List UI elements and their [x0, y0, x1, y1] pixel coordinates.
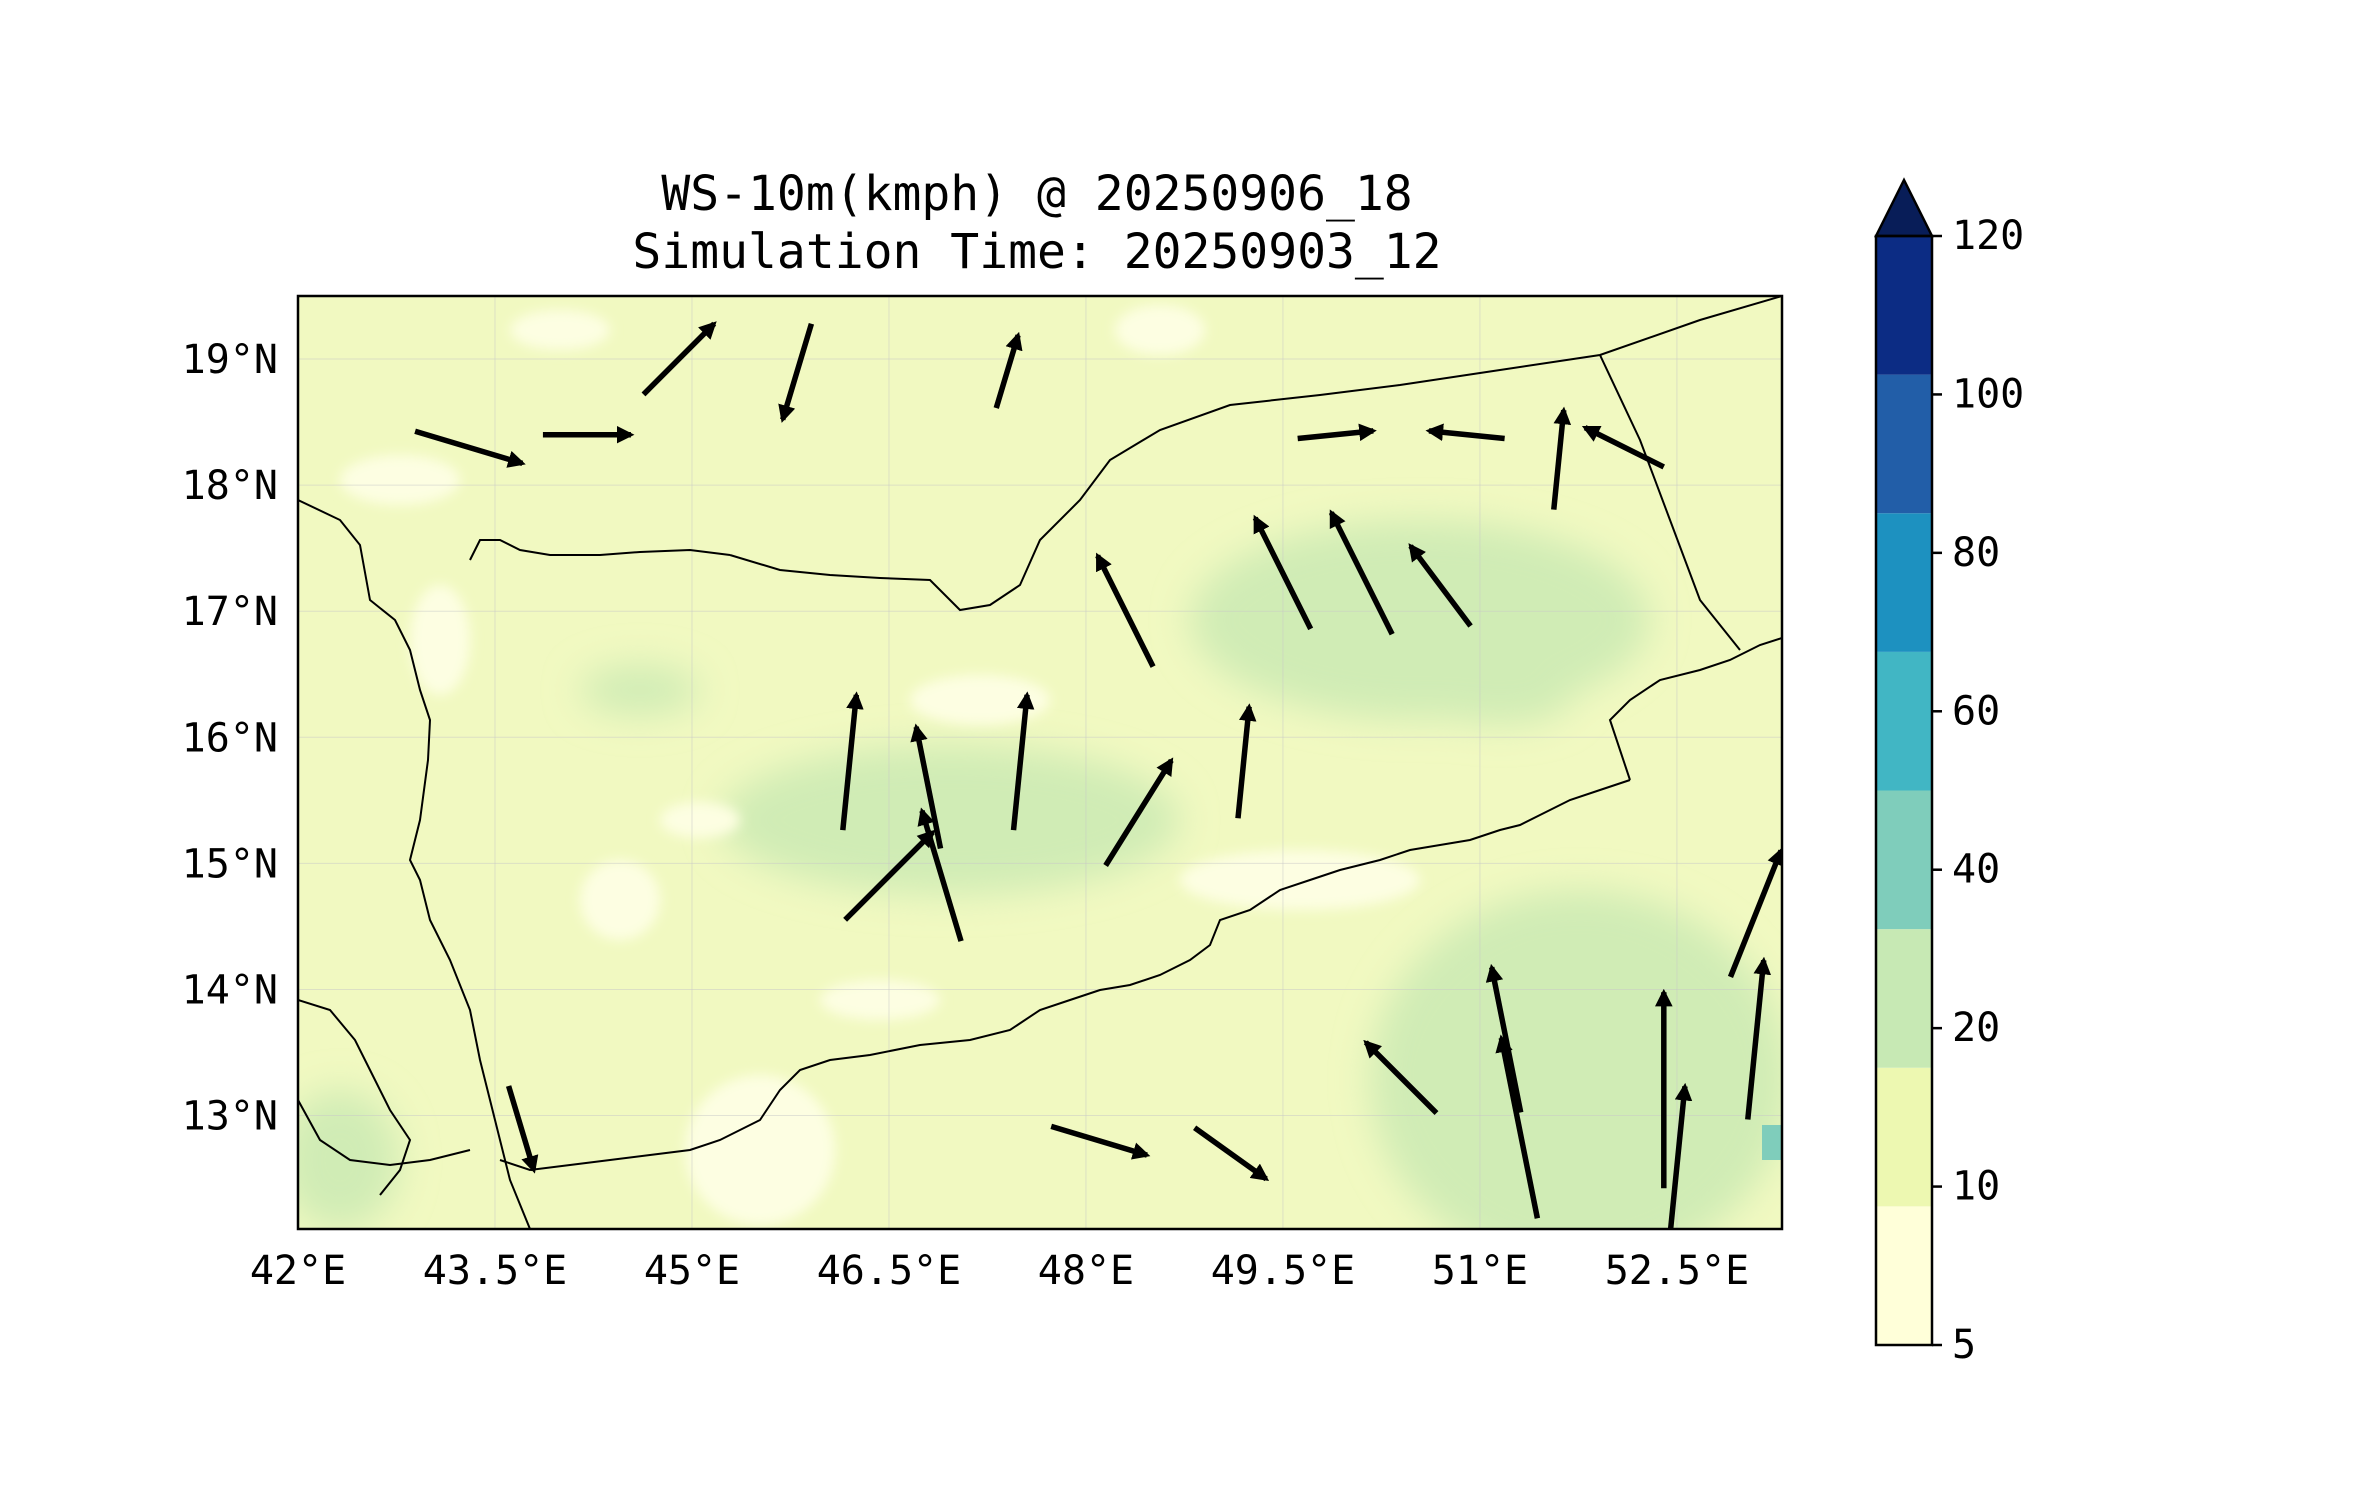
region-20-40-central	[720, 745, 1180, 895]
wind-vector	[1193, 1125, 1270, 1182]
wind-vector	[505, 1085, 539, 1174]
oman-yemen-border	[1599, 354, 1741, 651]
colorbar-tick-label: 40	[1952, 847, 2000, 893]
wind-vector	[993, 331, 1023, 409]
wind-vector	[1667, 1082, 1693, 1229]
colorbar-frame	[1874, 234, 1934, 1347]
wind-speed-5-10-regions	[340, 305, 1420, 1225]
red-sea-west-coast	[298, 499, 531, 1229]
region-5-10-central-1	[910, 675, 1050, 725]
region-20-40-east-plateau	[1190, 520, 1650, 720]
colorbar-tick-label: 20	[1952, 1005, 2000, 1051]
colorbar-tick-label: 100	[1952, 371, 2024, 417]
lon-tick-label: 51°E	[1432, 1248, 1528, 1294]
region-5-10-central-3	[820, 980, 940, 1020]
yemen-southwest-coast	[499, 779, 1631, 1172]
wind-vector	[1252, 514, 1314, 631]
map-title-line-1: WS-10m(kmph) @ 20250906_18	[661, 166, 1412, 222]
africa-border	[298, 1099, 471, 1167]
region-20-40-southeast	[1370, 890, 1782, 1229]
lon-tick-label: 48°E	[1038, 1248, 1134, 1294]
lat-tick-label: 16°N	[182, 715, 278, 761]
region-5-10-west-1	[410, 585, 470, 695]
lat-tick-label: 13°N	[182, 1094, 278, 1140]
wind-vector	[1581, 425, 1665, 470]
lon-tick-label: 42°E	[250, 1248, 346, 1294]
latitude-ticks: 19°N 18°N 17°N 16°N 15°N 14°N 13°N	[182, 337, 278, 1139]
wind-vector	[1010, 691, 1035, 831]
wind-vector	[1050, 1123, 1151, 1160]
longitude-ticks: 42°E 43.5°E 45°E 46.5°E 48°E 49.5°E 51°E 52.5°E	[250, 1248, 1749, 1294]
colorbar-segment	[1876, 929, 1932, 1068]
colorbar-segment	[1876, 513, 1932, 652]
lat-tick-label: 18°N	[182, 463, 278, 509]
colorbar-segment	[1876, 651, 1932, 791]
wind-vector	[1095, 552, 1156, 668]
colorbar-segment	[1876, 374, 1932, 514]
region-5-10-west-2	[340, 455, 460, 505]
wind-vector	[1727, 847, 1782, 978]
coastlines-and-borders	[298, 296, 1782, 1229]
wind-vector	[1408, 543, 1473, 628]
colorbar: 5 10 20 40 60 80 100 120	[1873, 177, 2024, 1368]
colorbar-tick-label: 5	[1952, 1322, 1976, 1368]
lon-tick-label: 43.5°E	[423, 1248, 568, 1294]
region-5-10-central-2	[580, 860, 660, 940]
lat-tick-label: 14°N	[182, 967, 278, 1013]
oman-coast	[1608, 637, 1782, 781]
yemen-west-coast-north	[469, 539, 731, 561]
wind-vectors	[414, 321, 1782, 1229]
region-20-40-patch-2	[1430, 675, 1570, 725]
map-frame	[296, 294, 1784, 1231]
lon-tick-label: 45°E	[644, 1248, 740, 1294]
wind-vector	[910, 723, 944, 850]
map-gridlines	[298, 296, 1782, 1229]
wind-vector	[641, 321, 717, 397]
lon-tick-label: 52.5°E	[1605, 1248, 1750, 1294]
wind-vector	[1551, 406, 1572, 510]
africa-coast	[298, 999, 412, 1196]
wind-vector	[840, 691, 864, 831]
colorbar-tick-label: 80	[1952, 530, 2000, 576]
wind-vector	[917, 807, 964, 942]
lat-tick-label: 19°N	[182, 337, 278, 383]
wind-vector	[1495, 1034, 1541, 1219]
region-5-10-north-1	[510, 310, 610, 350]
wind-vector	[1103, 757, 1174, 867]
wind-vector	[778, 322, 815, 423]
colorbar-tick-label: 120	[1952, 213, 2024, 259]
colorbar-tick-label: 60	[1952, 688, 2000, 734]
colorbar-extend-triangle	[1873, 177, 1935, 238]
colorbar-segment	[1876, 790, 1932, 930]
map-panel	[298, 296, 1782, 1229]
lat-tick-label: 15°N	[182, 841, 278, 887]
colorbar-segment	[1876, 1067, 1932, 1207]
region-5-10-north-2	[1115, 305, 1205, 355]
wind-speed-20-40-regions	[298, 520, 1782, 1229]
colorbar-tick-label: 10	[1952, 1164, 2000, 1210]
lon-tick-label: 46.5°E	[817, 1248, 962, 1294]
map-title-line-2: Simulation Time: 20250903_12	[632, 224, 1441, 280]
colorbar-segment	[1876, 236, 1932, 375]
wind-vector	[1328, 509, 1395, 636]
lon-tick-label: 49.5°E	[1211, 1248, 1356, 1294]
wind-vector	[1297, 423, 1377, 442]
region-40-60-southeast-edge	[1762, 1125, 1782, 1160]
wind-vector	[1425, 423, 1505, 442]
wind-vector	[1745, 956, 1772, 1120]
colorbar-segment	[1876, 1206, 1932, 1345]
wind-vector	[414, 428, 526, 468]
wind-vector	[843, 829, 936, 922]
region-20-40-patch	[580, 665, 700, 715]
saudi-yemen-border	[729, 296, 1782, 612]
region-5-10-gulf	[685, 1075, 835, 1225]
wind-vector	[1363, 1039, 1439, 1116]
region-5-10-mid	[660, 802, 740, 838]
wind-vector	[1235, 703, 1257, 819]
lat-tick-label: 17°N	[182, 589, 278, 635]
